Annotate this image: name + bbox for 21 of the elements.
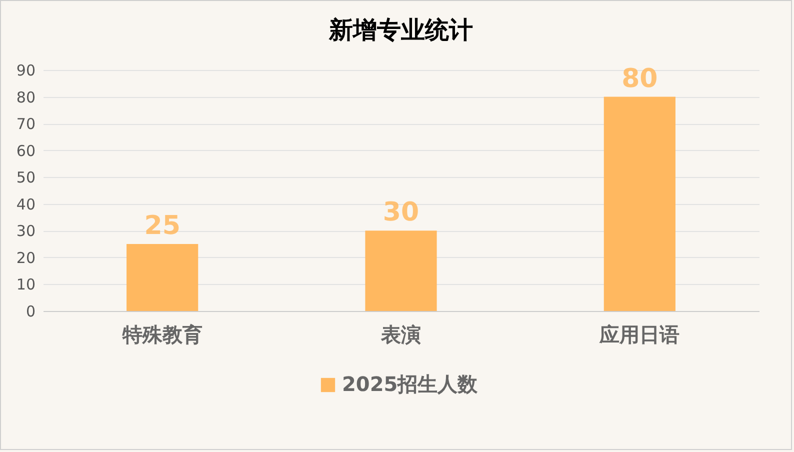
y-tick-label: 40 [16,195,36,214]
y-tick-label: 20 [16,248,36,267]
y-tick-label: 0 [26,302,36,320]
legend-label: 2025招生人数 [342,372,479,396]
x-tick-label: 应用日语 [598,322,680,346]
x-tick-label: 特殊教育 [121,322,202,346]
y-tick-label: 80 [16,88,36,106]
bar [604,96,676,311]
y-tick-label: 70 [16,115,36,134]
bar [126,244,198,311]
y-tick-label: 10 [16,276,36,294]
chart-title: 新增专业统计 [328,16,473,44]
data-label: 80 [622,64,658,94]
y-tick-label: 60 [16,142,36,160]
y-tick-label: 30 [16,222,36,240]
bar [365,230,437,311]
x-tick-label: 表演 [380,322,421,346]
data-label: 25 [144,211,180,242]
y-tick-label: 50 [16,168,36,187]
data-label: 30 [382,198,420,228]
y-tick-label: 90 [16,62,36,80]
